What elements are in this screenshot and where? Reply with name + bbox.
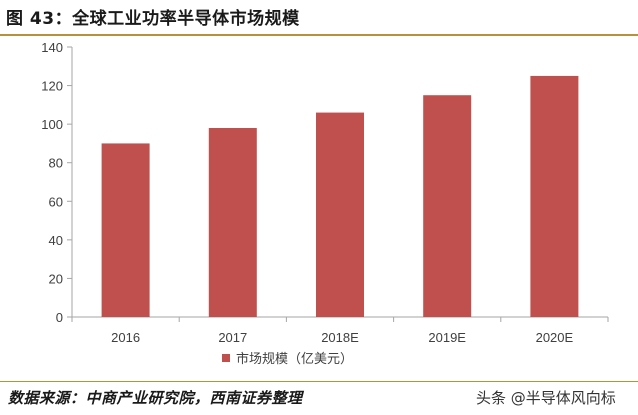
- bar: [101, 143, 150, 317]
- source-note: 数据来源：中商产业研究院，西南证券整理: [8, 389, 303, 407]
- y-tick-label: 120: [41, 79, 63, 94]
- bar: [530, 75, 579, 317]
- x-tick-label: 2018E: [321, 330, 359, 345]
- legend-label: 市场规模（亿美元）: [236, 351, 353, 367]
- x-tick-label: 2020E: [536, 330, 574, 345]
- y-tick-label: 0: [56, 310, 63, 325]
- watermark: 头条 @半导体风向标: [476, 389, 616, 407]
- y-tick-label: 80: [49, 156, 63, 171]
- bar-chart: 0 20 40 60 80 100 120 140 2016 2017 2018E 2019E 2020…: [41, 40, 609, 367]
- top-rule: [0, 34, 638, 36]
- bar: [208, 128, 257, 317]
- x-tick-label: 2017: [218, 330, 247, 345]
- legend-swatch: [222, 354, 230, 362]
- y-tick-label: 140: [41, 40, 63, 55]
- x-tick-label: 2019E: [428, 330, 466, 345]
- y-tick-label: 60: [49, 194, 63, 209]
- chart-title: 图 43：全球工业功率半导体市场规模: [6, 9, 300, 29]
- bottom-rule: [0, 381, 638, 382]
- y-tick-label: 100: [41, 117, 63, 132]
- bar: [423, 95, 472, 317]
- x-tick-label: 2016: [111, 330, 140, 345]
- bar: [316, 112, 364, 317]
- y-tick-label: 20: [49, 271, 63, 286]
- y-tick-label: 40: [49, 233, 63, 248]
